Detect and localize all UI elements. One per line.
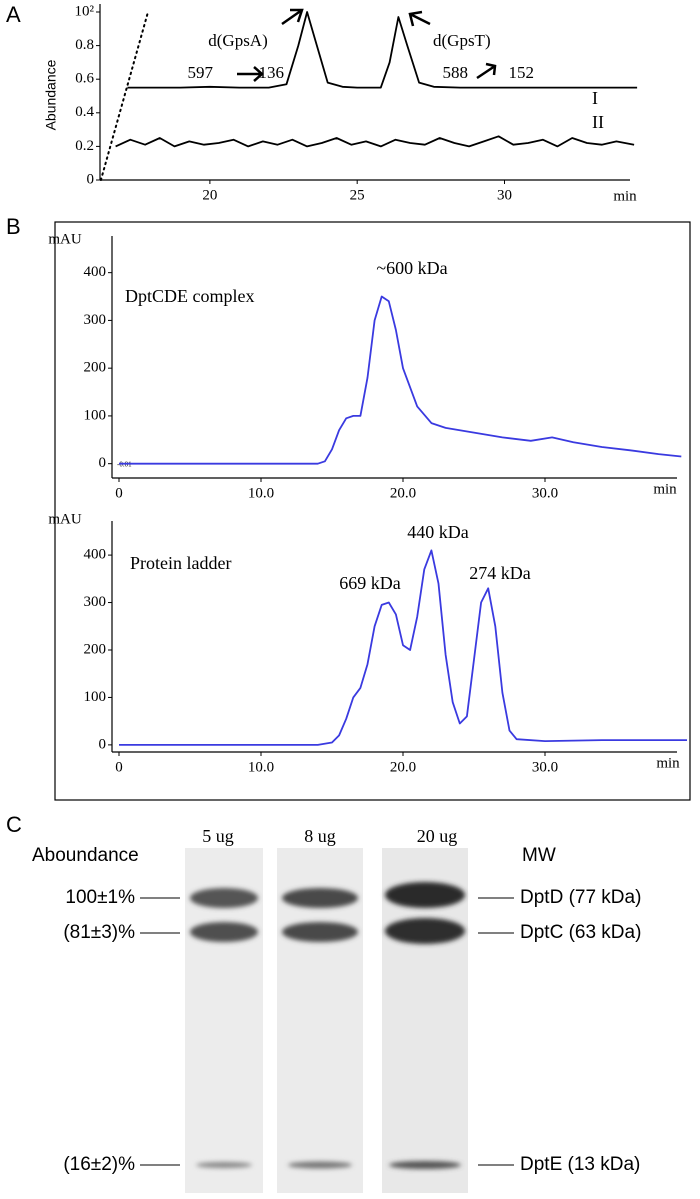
leader-lines <box>140 897 514 1166</box>
band-label: DptD (77 kDa) <box>520 887 641 908</box>
annotation: 152 <box>509 63 535 82</box>
x-tick-label: 20.0 <box>390 485 416 501</box>
y-tick-label: 0.2 <box>75 138 94 154</box>
annotation: DptCDE complex <box>125 286 254 306</box>
arrows <box>237 8 497 82</box>
annotation: 274 kDa <box>469 563 531 583</box>
lane-label: 20 ug <box>417 826 458 846</box>
y-tick-label: 100 <box>84 407 107 423</box>
x-tick-label: 20 <box>202 187 217 203</box>
x-tick-label: 30.0 <box>532 485 558 501</box>
annotation: Protein ladder <box>130 553 231 573</box>
x-tick-label: 0 <box>115 485 123 501</box>
column-header: Aboundance <box>32 845 139 866</box>
y-axis-label: mAU <box>48 511 82 527</box>
y-tick-label: 10² <box>75 3 95 19</box>
trace-label: II <box>592 112 604 132</box>
x-axis-label: min <box>656 755 680 771</box>
annotation: 588 <box>443 63 469 82</box>
x-tick-label: 10.0 <box>248 759 274 775</box>
x-tick-label: 10.0 <box>248 485 274 501</box>
panel-label: B <box>6 214 21 239</box>
abundance: (16±2)% <box>63 1154 135 1175</box>
x-axis-label: min <box>613 188 637 204</box>
y-tick-label: 100 <box>84 689 107 705</box>
y-tick-label: 0 <box>87 171 95 187</box>
y-tick-label: 400 <box>84 547 107 563</box>
y-tick-label: 300 <box>84 312 107 328</box>
annotation: 597 <box>188 63 214 82</box>
lane-label: 8 ug <box>304 826 336 846</box>
y-tick-label: 0.6 <box>75 71 94 87</box>
y-tick-label: 0.4 <box>75 104 94 120</box>
annotation: ~600 kDa <box>376 258 447 278</box>
trace <box>119 549 687 746</box>
lane-label: 5 ug <box>202 826 234 846</box>
annotation: 136 <box>259 63 285 82</box>
band-label: DptE (13 kDa) <box>520 1154 640 1175</box>
annotation: 440 kDa <box>407 522 469 542</box>
y-tick-label: 300 <box>84 594 107 610</box>
annotation: -0.01 <box>117 461 132 469</box>
trace <box>99 11 149 181</box>
x-tick-label: 20.0 <box>390 759 416 775</box>
trace <box>115 135 635 148</box>
y-tick-label: 400 <box>84 264 107 280</box>
annotation: 669 kDa <box>339 573 401 593</box>
annotation: d(GpsT) <box>433 31 491 50</box>
panel-label: C <box>6 812 22 837</box>
abundance: 100±1% <box>65 887 135 908</box>
y-axis-label: Abundance <box>43 59 59 130</box>
x-tick-label: 25 <box>350 187 365 203</box>
y-tick-label: 0 <box>99 455 107 471</box>
column-header: MW <box>522 845 556 866</box>
trace-label: I <box>592 88 598 108</box>
gel: C Aboundance MW 5 ug 8 ug 20 ug 100±1% (… <box>6 812 641 1193</box>
abundance: (81±3)% <box>63 922 135 943</box>
y-tick-label: 200 <box>84 641 107 657</box>
band-label: DptC (63 kDa) <box>520 922 641 943</box>
trace <box>127 11 638 89</box>
y-tick-label: 0.8 <box>75 37 94 53</box>
bands <box>190 882 465 1169</box>
x-tick-label: 30.0 <box>532 759 558 775</box>
x-axis-label: min <box>653 481 677 497</box>
y-tick-label: 0 <box>99 736 107 752</box>
panel-frame <box>54 221 691 801</box>
annotation: d(GpsA) <box>208 31 268 50</box>
trace <box>119 295 682 465</box>
x-tick-label: 0 <box>115 759 123 775</box>
y-tick-label: 200 <box>84 360 107 376</box>
panel-label: A <box>6 2 21 27</box>
x-tick-label: 30 <box>497 187 512 203</box>
y-axis-label: mAU <box>48 231 82 247</box>
